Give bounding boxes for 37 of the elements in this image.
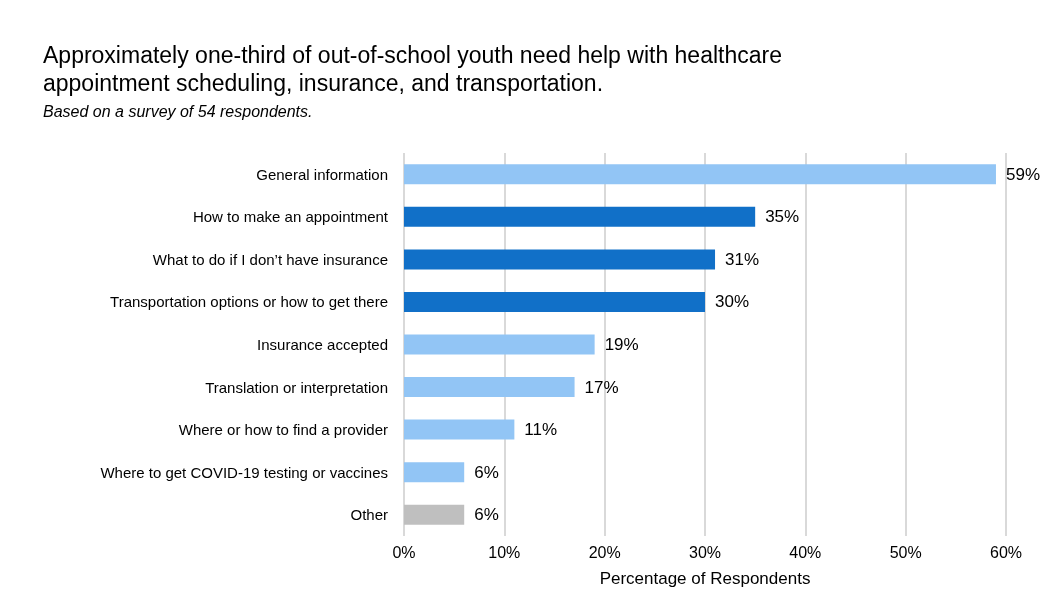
y-tick-label: Where to get COVID-19 testing or vaccines: [100, 463, 388, 481]
bar: [404, 419, 515, 440]
x-axis-title: Percentage of Respondents: [599, 569, 811, 588]
bar: [404, 249, 716, 270]
data-label: 19%: [604, 335, 639, 354]
bar: [404, 334, 595, 355]
x-tick-label: 50%: [889, 543, 922, 561]
x-tick-label: 60%: [989, 543, 1023, 561]
y-tick-label: How to make an appointment: [192, 208, 389, 226]
bar: [404, 462, 465, 483]
bar: [404, 504, 465, 525]
data-label: 11%: [524, 420, 558, 440]
y-tick-label: Insurance accepted: [257, 336, 388, 353]
data-label: 59%: [1005, 164, 1040, 184]
chart-title: Approximately one-third of out-of-school youth need help with healthcare appointment scheduling, insurance, and transportation.: [43, 42, 789, 96]
data-label: 6%: [474, 505, 499, 525]
data-label: 6%: [474, 462, 499, 482]
bar: [404, 291, 705, 312]
x-tick-label: 20%: [588, 543, 621, 561]
data-label: 35%: [765, 207, 800, 227]
y-tick-label: What to do if I don’t have insurance: [152, 250, 388, 268]
x-tick-label: 0%: [392, 543, 416, 561]
bar: [404, 164, 996, 185]
y-tick-label: Where or how to find a provider: [178, 421, 388, 439]
data-label: 30%: [715, 292, 750, 312]
y-tick-label: Transportation options or how to get there: [110, 293, 388, 311]
bar: [404, 206, 756, 227]
y-tick-label: General information: [256, 165, 388, 183]
data-label: 17%: [584, 377, 619, 397]
bar: [404, 377, 575, 398]
data-label: 31%: [725, 249, 760, 269]
y-tick-label: Other: [350, 506, 388, 524]
text: Based on a survey of 54 respondents.: [43, 102, 313, 120]
y-tick-label: Translation or interpretation: [205, 378, 388, 396]
x-tick-label: 40%: [789, 543, 822, 561]
x-tick-label: 30%: [688, 543, 722, 561]
x-tick-label: 10%: [488, 543, 521, 561]
